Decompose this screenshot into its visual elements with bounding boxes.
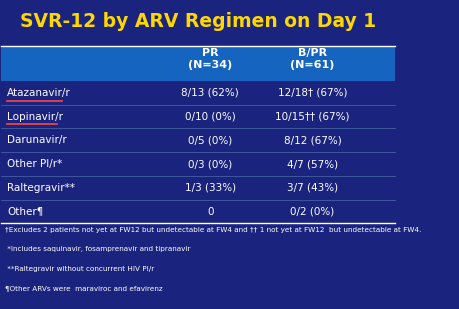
Text: 4/7 (57%): 4/7 (57%): [286, 159, 337, 169]
Text: B/PR
(N=61): B/PR (N=61): [290, 48, 334, 70]
Text: Raltegravir**: Raltegravir**: [7, 183, 75, 193]
Text: 0/2 (0%): 0/2 (0%): [290, 206, 334, 217]
FancyBboxPatch shape: [1, 46, 394, 81]
Text: 3/7 (43%): 3/7 (43%): [286, 183, 337, 193]
Text: 12/18† (67%): 12/18† (67%): [277, 88, 347, 98]
Text: *Includes saquinavir, fosamprenavir and tipranavir: *Includes saquinavir, fosamprenavir and …: [6, 246, 190, 252]
Text: 0/5 (0%): 0/5 (0%): [188, 135, 232, 145]
Text: 1/3 (33%): 1/3 (33%): [184, 183, 235, 193]
Text: 0: 0: [207, 206, 213, 217]
Text: Other PI/r*: Other PI/r*: [7, 159, 62, 169]
Text: Other¶: Other¶: [7, 206, 44, 217]
Text: 0/3 (0%): 0/3 (0%): [188, 159, 232, 169]
Text: 8/12 (67%): 8/12 (67%): [283, 135, 341, 145]
Text: ¶Other ARVs were  maraviroc and efavirenz: ¶Other ARVs were maraviroc and efavirenz: [6, 285, 162, 291]
Text: Lopinavir/r: Lopinavir/r: [7, 112, 63, 122]
Text: 0/10 (0%): 0/10 (0%): [185, 112, 235, 122]
Text: Atazanavir/r: Atazanavir/r: [7, 88, 71, 98]
Text: SVR-12 by ARV Regimen on Day 1: SVR-12 by ARV Regimen on Day 1: [20, 12, 375, 31]
Text: 8/13 (62%): 8/13 (62%): [181, 88, 239, 98]
Text: PR
(N=34): PR (N=34): [188, 48, 232, 70]
Text: Darunavir/r: Darunavir/r: [7, 135, 67, 145]
Text: †Excludes 2 patients not yet at FW12 but undetectable at FW4 and †† 1 not yet at: †Excludes 2 patients not yet at FW12 but…: [6, 227, 420, 233]
Text: **Raltegravir without concurrent HIV PI/r: **Raltegravir without concurrent HIV PI/…: [6, 266, 154, 272]
Text: 10/15†† (67%): 10/15†† (67%): [275, 112, 349, 122]
